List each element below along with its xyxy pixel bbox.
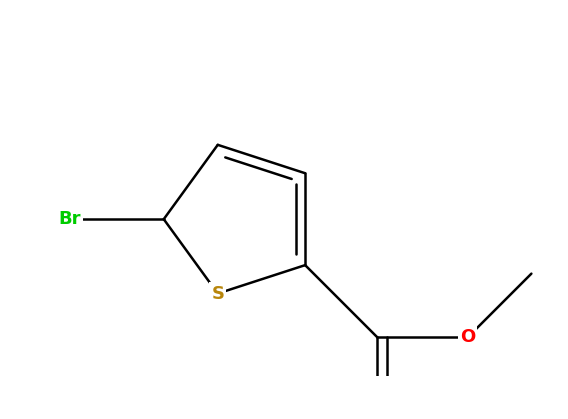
Text: S: S <box>211 285 224 303</box>
Text: O: O <box>460 328 475 347</box>
Text: Br: Br <box>59 210 81 228</box>
